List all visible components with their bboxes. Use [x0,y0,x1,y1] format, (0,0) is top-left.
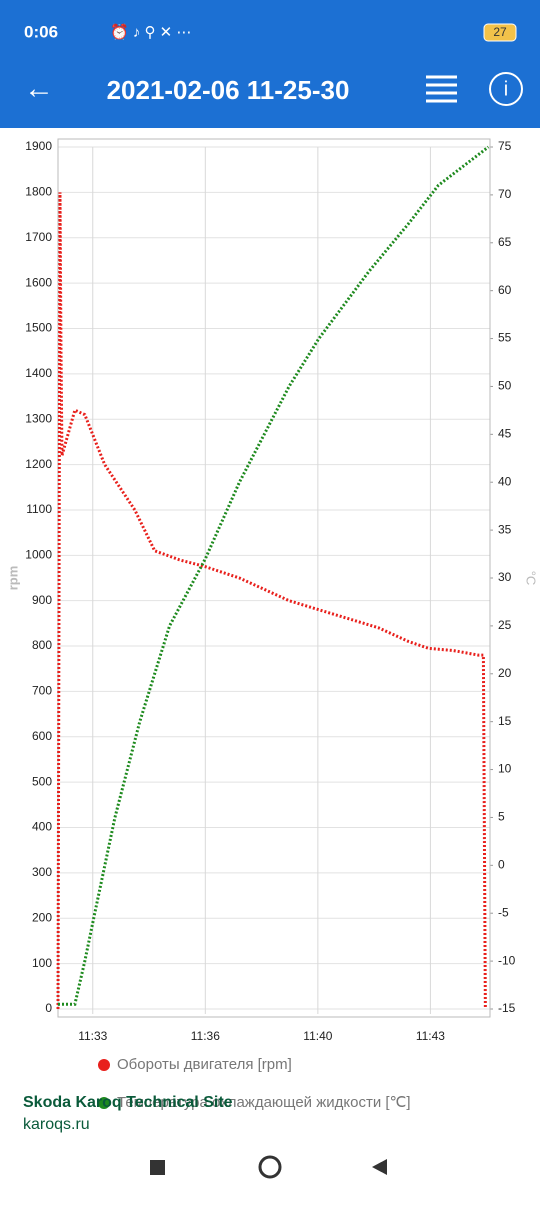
x-tick-label: 11:43 [416,1029,445,1043]
y-tick-label: 700 [32,684,52,698]
y2-tick-label: 65 [498,235,512,249]
app-bar-bg [0,0,540,128]
legend-label: Температура охлаждающей жидкости [℃] [117,1094,411,1111]
y-tick-label: 800 [32,638,52,652]
status-icons: ⏰ ♪ ⚲ ✕ ⋯ [110,22,191,41]
y2-tick-label: 5 [498,810,505,824]
status-time: 0:06 [24,22,58,41]
y2-tick-label: 70 [498,187,512,201]
y-tick-label: 0 [45,1001,52,1015]
y-tick-label: 400 [32,820,52,834]
y-tick-label: 1100 [26,502,52,516]
y-tick-label: 500 [32,774,52,788]
nav-back[interactable] [372,1159,387,1175]
legend-marker [98,1059,110,1071]
y2-tick-label: 60 [498,283,512,297]
y2-tick-label: 20 [498,666,512,680]
y2-tick-label: -15 [498,1001,516,1015]
series-line [58,145,490,1006]
y2-tick-label: 45 [498,427,512,441]
info-button[interactable] [489,72,523,106]
y2-tick-label: 35 [498,522,512,536]
y-tick-label: 1600 [25,275,52,289]
y2-axis-label: °C [524,571,539,586]
y-tick-label: 1200 [25,457,52,471]
y2-tick-label: 50 [498,379,512,393]
y-tick-label: 900 [32,593,52,607]
y-tick-label: 200 [32,910,52,924]
legend-label: Обороты двигателя [rpm] [117,1056,292,1073]
watermark-title: Skoda Karoq Technical Site [23,1094,233,1111]
y2-tick-label: 30 [498,570,512,584]
y2-tick-label: 40 [498,474,512,488]
x-tick-label: 11:40 [303,1029,332,1043]
y2-tick-label: -10 [498,953,516,967]
app-title: 2021-02-06 11-25-30 [107,75,350,105]
y-tick-label: 1400 [25,366,52,380]
y2-tick-label: 0 [498,858,505,872]
back-button[interactable]: ← [24,72,54,105]
y-tick-label: 1300 [25,411,52,425]
y-tick-label: 1900 [25,139,52,153]
y2-tick-label: 15 [498,714,512,728]
y-axis-label: rpm [5,566,20,591]
y-tick-label: 300 [32,865,52,879]
chart: 0100200300400500600700800900100011001200… [5,138,539,1111]
y2-tick-label: 25 [498,618,512,632]
list-button[interactable] [426,75,457,103]
y2-tick-label: 55 [498,331,512,345]
y-tick-label: 1700 [25,230,52,244]
battery-icon [483,23,517,42]
nav-recent[interactable] [150,1160,165,1175]
y-tick-label: 1800 [25,185,52,199]
x-tick-label: 11:33 [78,1029,107,1043]
legend-marker [98,1097,110,1109]
y2-tick-label: 75 [498,139,512,153]
plot-frame [57,138,491,1018]
info-icon: i [504,78,508,100]
y2-tick-label: -5 [498,905,509,919]
y2-tick-label: 10 [498,762,512,776]
y-tick-label: 1500 [25,321,52,335]
y-tick-label: 100 [32,956,52,970]
watermark-url: karoqs.ru [23,1116,90,1133]
series-line [56,192,487,1010]
battery-level: 27 [493,25,507,39]
x-tick-label: 11:36 [191,1029,220,1043]
y-tick-label: 1000 [25,547,52,561]
y-tick-label: 600 [32,729,52,743]
nav-home[interactable] [258,1155,282,1179]
